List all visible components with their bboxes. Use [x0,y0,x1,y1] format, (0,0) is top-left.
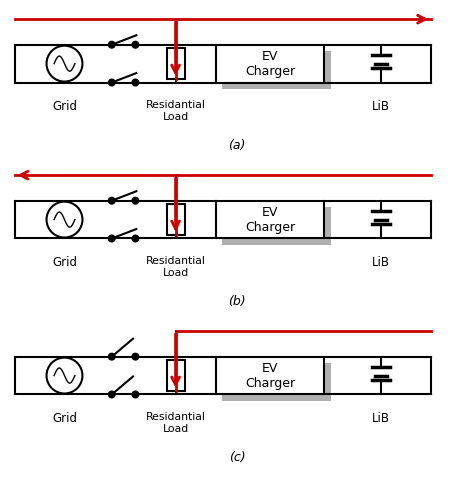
Text: EV
Charger: EV Charger [245,362,295,390]
Circle shape [132,235,139,242]
Bar [222,207,330,245]
Circle shape [109,79,115,86]
Text: EV
Charger: EV Charger [245,206,295,234]
Circle shape [109,235,115,242]
Circle shape [132,353,139,360]
Bar [216,45,324,82]
Text: LiB: LiB [372,412,390,425]
Text: (c): (c) [228,451,246,464]
Circle shape [109,41,115,48]
Circle shape [109,391,115,398]
Text: Residantial
Load: Residantial Load [146,256,206,278]
Circle shape [109,353,115,360]
Text: (a): (a) [228,139,246,152]
Bar [216,357,324,394]
Text: Grid: Grid [52,256,77,269]
Text: Grid: Grid [52,100,77,114]
Circle shape [132,41,139,48]
Circle shape [132,79,139,86]
Text: EV
Charger: EV Charger [245,49,295,78]
Text: Grid: Grid [52,412,77,425]
Bar [166,48,184,79]
Text: LiB: LiB [372,100,390,114]
Circle shape [132,391,139,398]
Text: Residantial
Load: Residantial Load [146,100,206,122]
Text: (b): (b) [228,295,246,308]
Bar [222,51,330,89]
Bar [222,363,330,401]
Text: LiB: LiB [372,256,390,269]
Circle shape [109,198,115,204]
Bar [216,201,324,239]
Text: Residantial
Load: Residantial Load [146,412,206,434]
Bar [166,204,184,235]
Bar [166,360,184,391]
Circle shape [132,198,139,204]
